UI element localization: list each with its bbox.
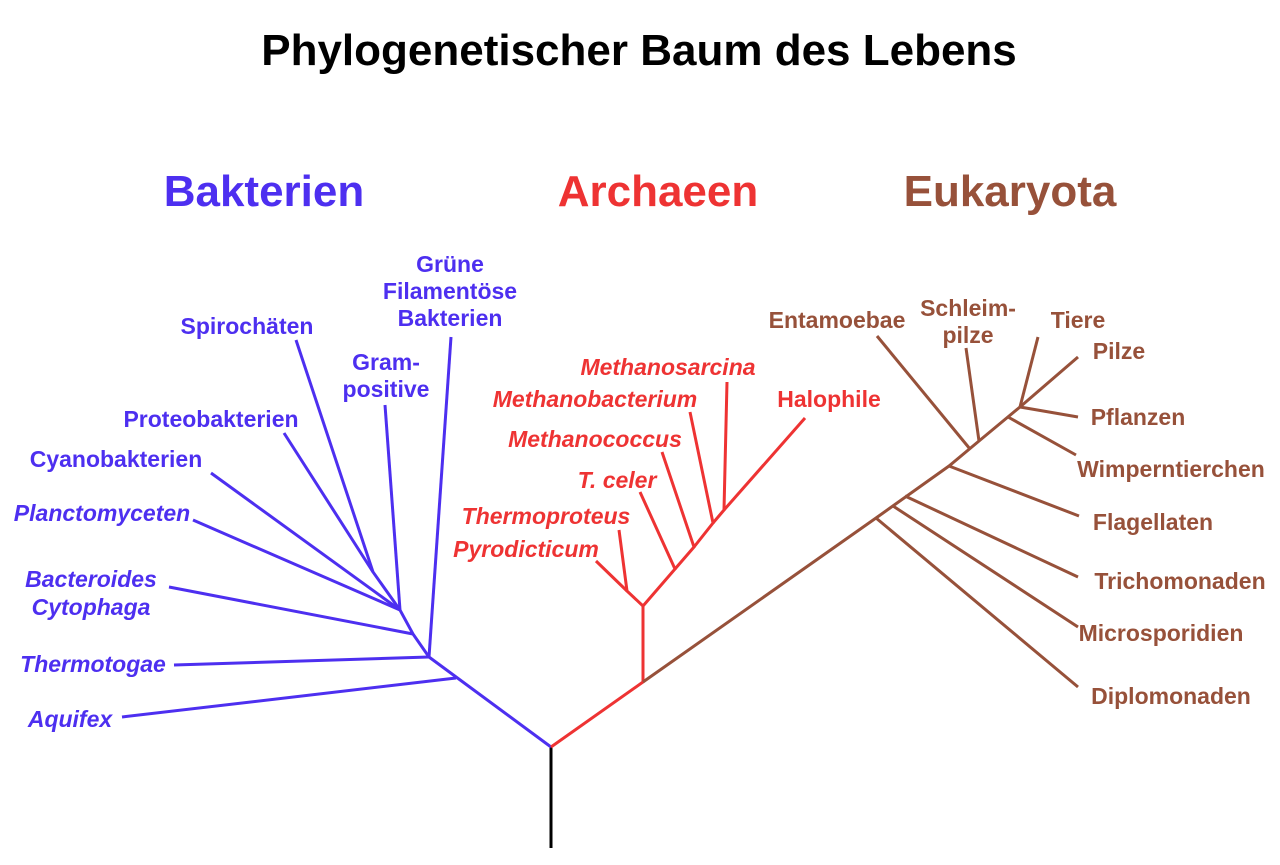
label-pyrodicticum: Pyrodicticum	[453, 536, 599, 562]
label-green-filamentous-2: Filamentöse	[383, 278, 517, 304]
label-methanococcus: Methanococcus	[508, 426, 682, 452]
group-bacteria: Bakterien	[164, 167, 365, 216]
label-planctomyceten: Planctomyceten	[14, 500, 190, 526]
label-methanosarcina: Methanosarcina	[580, 354, 755, 380]
label-gram-positive-2: positive	[343, 376, 430, 402]
label-green-filamentous-1: Grüne	[416, 251, 484, 277]
archaea-branches	[550, 381, 807, 749]
label-thermoproteus: Thermoproteus	[462, 503, 631, 529]
label-cytophaga: Cytophaga	[32, 594, 151, 620]
label-methanobacterium: Methanobacterium	[493, 386, 697, 412]
label-schleimpilze-2: pilze	[942, 322, 993, 348]
label-halophile: Halophile	[777, 386, 881, 412]
label-gram-positive-1: Gram-	[352, 349, 420, 375]
label-spirochaeten: Spirochäten	[181, 313, 314, 339]
group-eukaryota: Eukaryota	[904, 167, 1117, 216]
label-cyanobakterien: Cyanobakterien	[30, 446, 203, 472]
label-flagellaten: Flagellaten	[1093, 509, 1213, 535]
label-t-celer: T. celer	[578, 467, 658, 493]
label-microsporidien: Microsporidien	[1079, 620, 1244, 646]
group-archaea: Archaeen	[558, 167, 759, 216]
label-aquifex: Aquifex	[27, 706, 114, 732]
title: Phylogenetischer Baum des Lebens	[261, 26, 1017, 75]
label-trichomonaden: Trichomonaden	[1094, 568, 1265, 594]
label-bacteroides: Bacteroides	[25, 566, 157, 592]
label-schleimpilze-1: Schleim-	[920, 295, 1016, 321]
bacteria-branches	[121, 336, 552, 749]
label-pflanzen: Pflanzen	[1091, 404, 1186, 430]
label-wimperntierchen: Wimperntierchen	[1077, 456, 1265, 482]
eukaryota-branches	[642, 335, 1080, 689]
label-diplomonaden: Diplomonaden	[1091, 683, 1251, 709]
label-pilze: Pilze	[1093, 338, 1145, 364]
label-green-filamentous-3: Bakterien	[398, 305, 503, 331]
label-thermotogae: Thermotogae	[20, 651, 166, 677]
label-proteobakterien: Proteobakterien	[123, 406, 298, 432]
label-tiere: Tiere	[1051, 307, 1106, 333]
label-entamoebae: Entamoebae	[769, 307, 906, 333]
